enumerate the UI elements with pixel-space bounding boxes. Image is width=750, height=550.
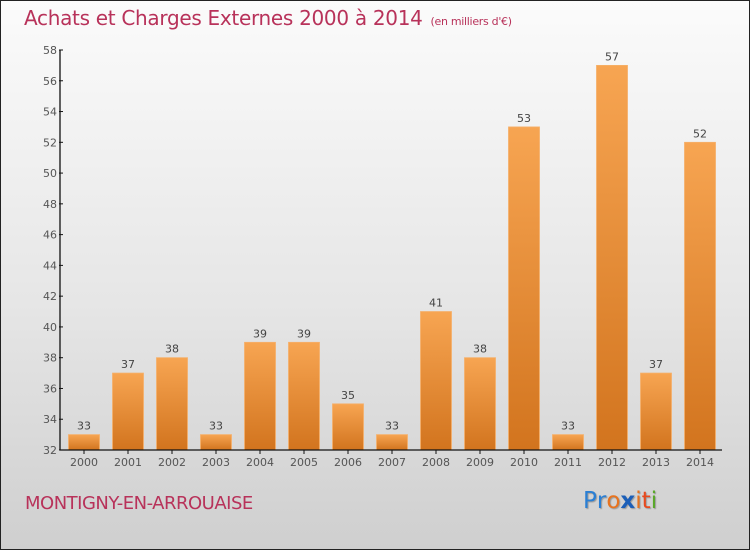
logo-letter: r bbox=[596, 488, 607, 514]
data-label-2010: 53 bbox=[517, 112, 531, 125]
y-tick-label-52: 52 bbox=[43, 136, 57, 149]
bar-2010 bbox=[508, 126, 540, 451]
chart-subtitle: (en milliers d'€) bbox=[430, 15, 512, 28]
y-tick-label-58: 58 bbox=[43, 44, 57, 57]
proxiti-logo[interactable]: Proxiti bbox=[583, 488, 657, 514]
logo-letter: x bbox=[620, 488, 636, 514]
data-label-2008: 41 bbox=[429, 297, 443, 310]
x-tick-label-2011: 2011 bbox=[554, 456, 582, 469]
bar-2013 bbox=[640, 372, 672, 451]
x-tick-label-2014: 2014 bbox=[686, 456, 714, 469]
data-label-2013: 37 bbox=[649, 358, 663, 371]
y-tick-label-48: 48 bbox=[43, 198, 57, 211]
bar-2004 bbox=[244, 341, 276, 451]
logo-letter: i bbox=[635, 488, 642, 514]
data-label-2001: 37 bbox=[121, 358, 135, 371]
x-tick-label-2002: 2002 bbox=[158, 456, 186, 469]
data-label-2004: 39 bbox=[253, 327, 267, 340]
y-tick-label-36: 36 bbox=[43, 382, 57, 395]
data-label-2005: 39 bbox=[297, 327, 311, 340]
y-tick-label-42: 42 bbox=[43, 290, 57, 303]
bar-2008 bbox=[420, 311, 452, 451]
bar-2014 bbox=[684, 141, 716, 451]
bar-2002 bbox=[156, 357, 188, 451]
bar-2001 bbox=[112, 372, 144, 451]
y-tick-label-40: 40 bbox=[43, 321, 57, 334]
x-tick-label-2001: 2001 bbox=[114, 456, 142, 469]
logo-letter: i bbox=[650, 488, 658, 514]
bar-2012 bbox=[596, 64, 628, 451]
data-label-2011: 33 bbox=[561, 420, 575, 433]
bar-2003 bbox=[200, 434, 232, 451]
x-tick-label-2009: 2009 bbox=[466, 456, 494, 469]
x-tick-label-2004: 2004 bbox=[246, 456, 274, 469]
data-label-2003: 33 bbox=[209, 420, 223, 433]
y-tick-label-44: 44 bbox=[43, 259, 57, 272]
x-tick-label-2006: 2006 bbox=[334, 456, 362, 469]
bar-2007 bbox=[376, 434, 408, 451]
data-label-2002: 38 bbox=[165, 343, 179, 356]
y-tick-label-34: 34 bbox=[43, 413, 57, 426]
city-name: MONTIGNY-EN-ARROUAISE bbox=[25, 493, 253, 514]
x-tick-label-2008: 2008 bbox=[422, 456, 450, 469]
y-tick-label-46: 46 bbox=[43, 229, 57, 242]
x-tick-label-2007: 2007 bbox=[378, 456, 406, 469]
data-label-2014: 52 bbox=[693, 127, 707, 140]
x-tick-label-2013: 2013 bbox=[642, 456, 670, 469]
x-tick-label-2010: 2010 bbox=[510, 456, 538, 469]
x-tick-label-2005: 2005 bbox=[290, 456, 318, 469]
logo-letter: o bbox=[606, 488, 621, 514]
data-label-2007: 33 bbox=[385, 420, 399, 433]
x-tick-label-2003: 2003 bbox=[202, 456, 230, 469]
chart-title-main: Achats et Charges Externes 2000 à 2014 bbox=[24, 6, 423, 30]
bar-2000 bbox=[68, 434, 100, 451]
data-label-2012: 57 bbox=[605, 50, 619, 63]
bar-2005 bbox=[288, 341, 320, 451]
data-label-2000: 33 bbox=[77, 420, 91, 433]
bar-2006 bbox=[332, 403, 364, 451]
data-label-2006: 35 bbox=[341, 389, 355, 402]
bar-2011 bbox=[552, 434, 584, 451]
y-tick-label-50: 50 bbox=[43, 167, 57, 180]
y-tick-label-56: 56 bbox=[43, 75, 57, 88]
y-tick-label-38: 38 bbox=[43, 352, 57, 365]
y-tick-label-32: 32 bbox=[43, 444, 57, 457]
logo-letter: t bbox=[641, 488, 651, 514]
data-label-2009: 38 bbox=[473, 343, 487, 356]
logo-letter: P bbox=[583, 488, 597, 514]
x-tick-label-2012: 2012 bbox=[598, 456, 626, 469]
bar-2009 bbox=[464, 357, 496, 451]
chart-title: Achats et Charges Externes 2000 à 2014 (e… bbox=[24, 6, 512, 30]
y-tick-label-54: 54 bbox=[43, 106, 57, 119]
x-tick-label-2000: 2000 bbox=[70, 456, 98, 469]
